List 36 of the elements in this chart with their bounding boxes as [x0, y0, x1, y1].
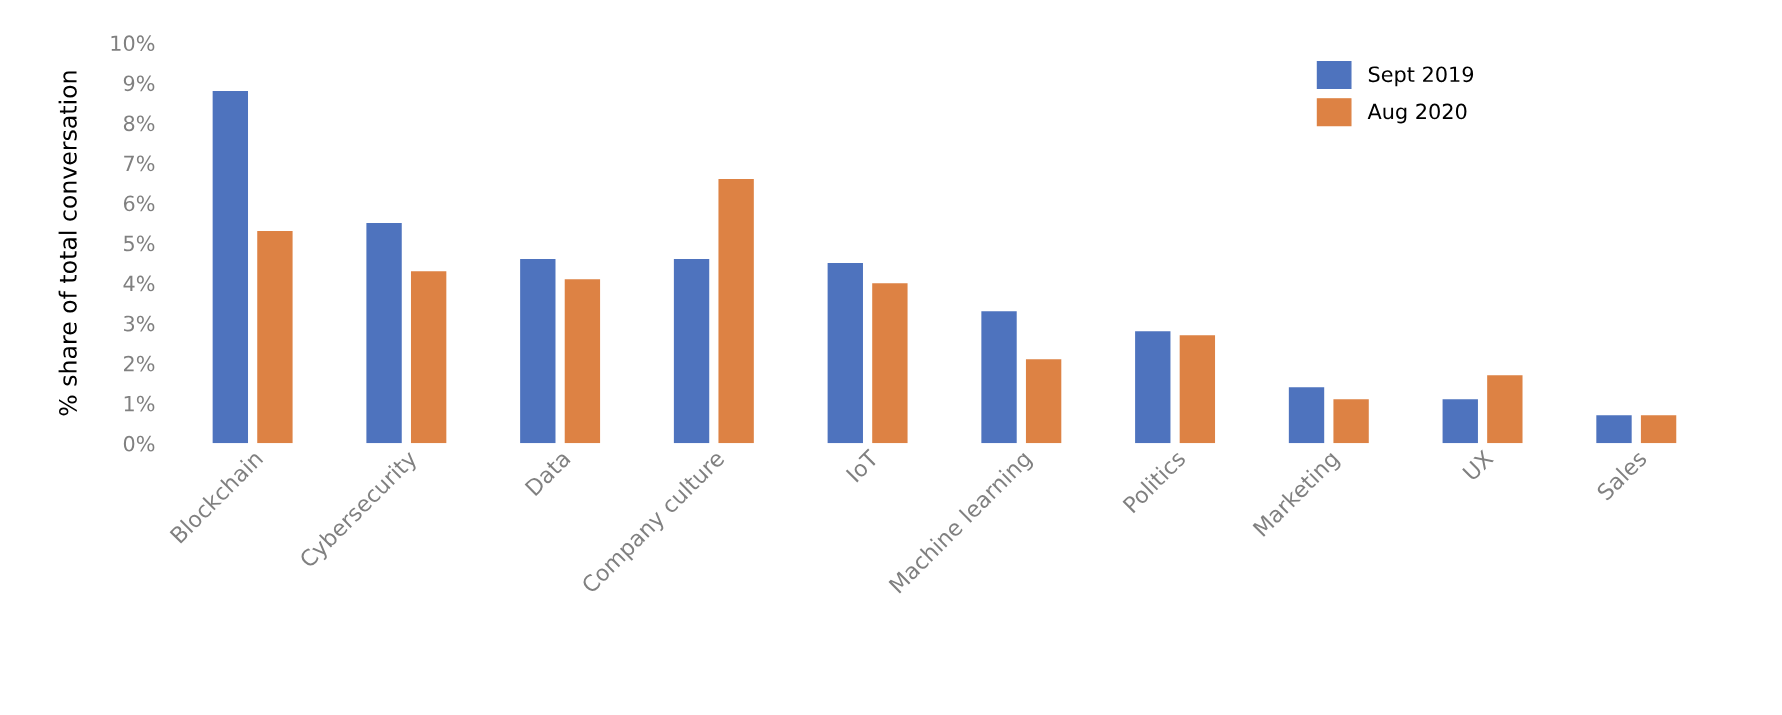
bar [1442, 399, 1478, 444]
legend-label: Aug 2020 [1367, 103, 1467, 124]
legend-label: Sept 2019 [1368, 66, 1474, 87]
bar [827, 263, 863, 444]
bar [410, 271, 447, 444]
y-tick-label: 2% [124, 355, 155, 372]
y-tick-label: 9% [123, 75, 155, 92]
bar [1288, 387, 1325, 444]
bar [564, 279, 601, 444]
x-tick-label: UX [1462, 449, 1495, 482]
bar [1596, 415, 1632, 444]
y-tick-label: 5% [124, 235, 155, 252]
y-tick-label: 6% [123, 195, 155, 212]
bar [1333, 399, 1369, 444]
bar [872, 283, 908, 444]
bar [520, 259, 556, 444]
bar [366, 223, 402, 444]
y-tick-label: 3% [124, 315, 155, 332]
bar [1179, 335, 1216, 444]
y-tick-label: 1% [124, 395, 155, 412]
y-axis-title: % share of total conversation [58, 71, 77, 416]
bar [673, 259, 710, 444]
y-tick-label: 4% [123, 275, 155, 292]
bar [1487, 375, 1523, 444]
y-tick-label: 10% [111, 35, 155, 52]
bar [718, 179, 754, 444]
y-tick-label: 7% [124, 155, 155, 172]
y-tick-label: 8% [123, 115, 155, 132]
bar [981, 311, 1017, 444]
bar [1025, 359, 1062, 444]
bar [1135, 331, 1171, 444]
y-tick-label: 0% [123, 435, 155, 452]
bar [257, 231, 293, 444]
bar [212, 90, 249, 444]
bar [1640, 415, 1677, 444]
x-tick-label: IoT [845, 448, 880, 483]
